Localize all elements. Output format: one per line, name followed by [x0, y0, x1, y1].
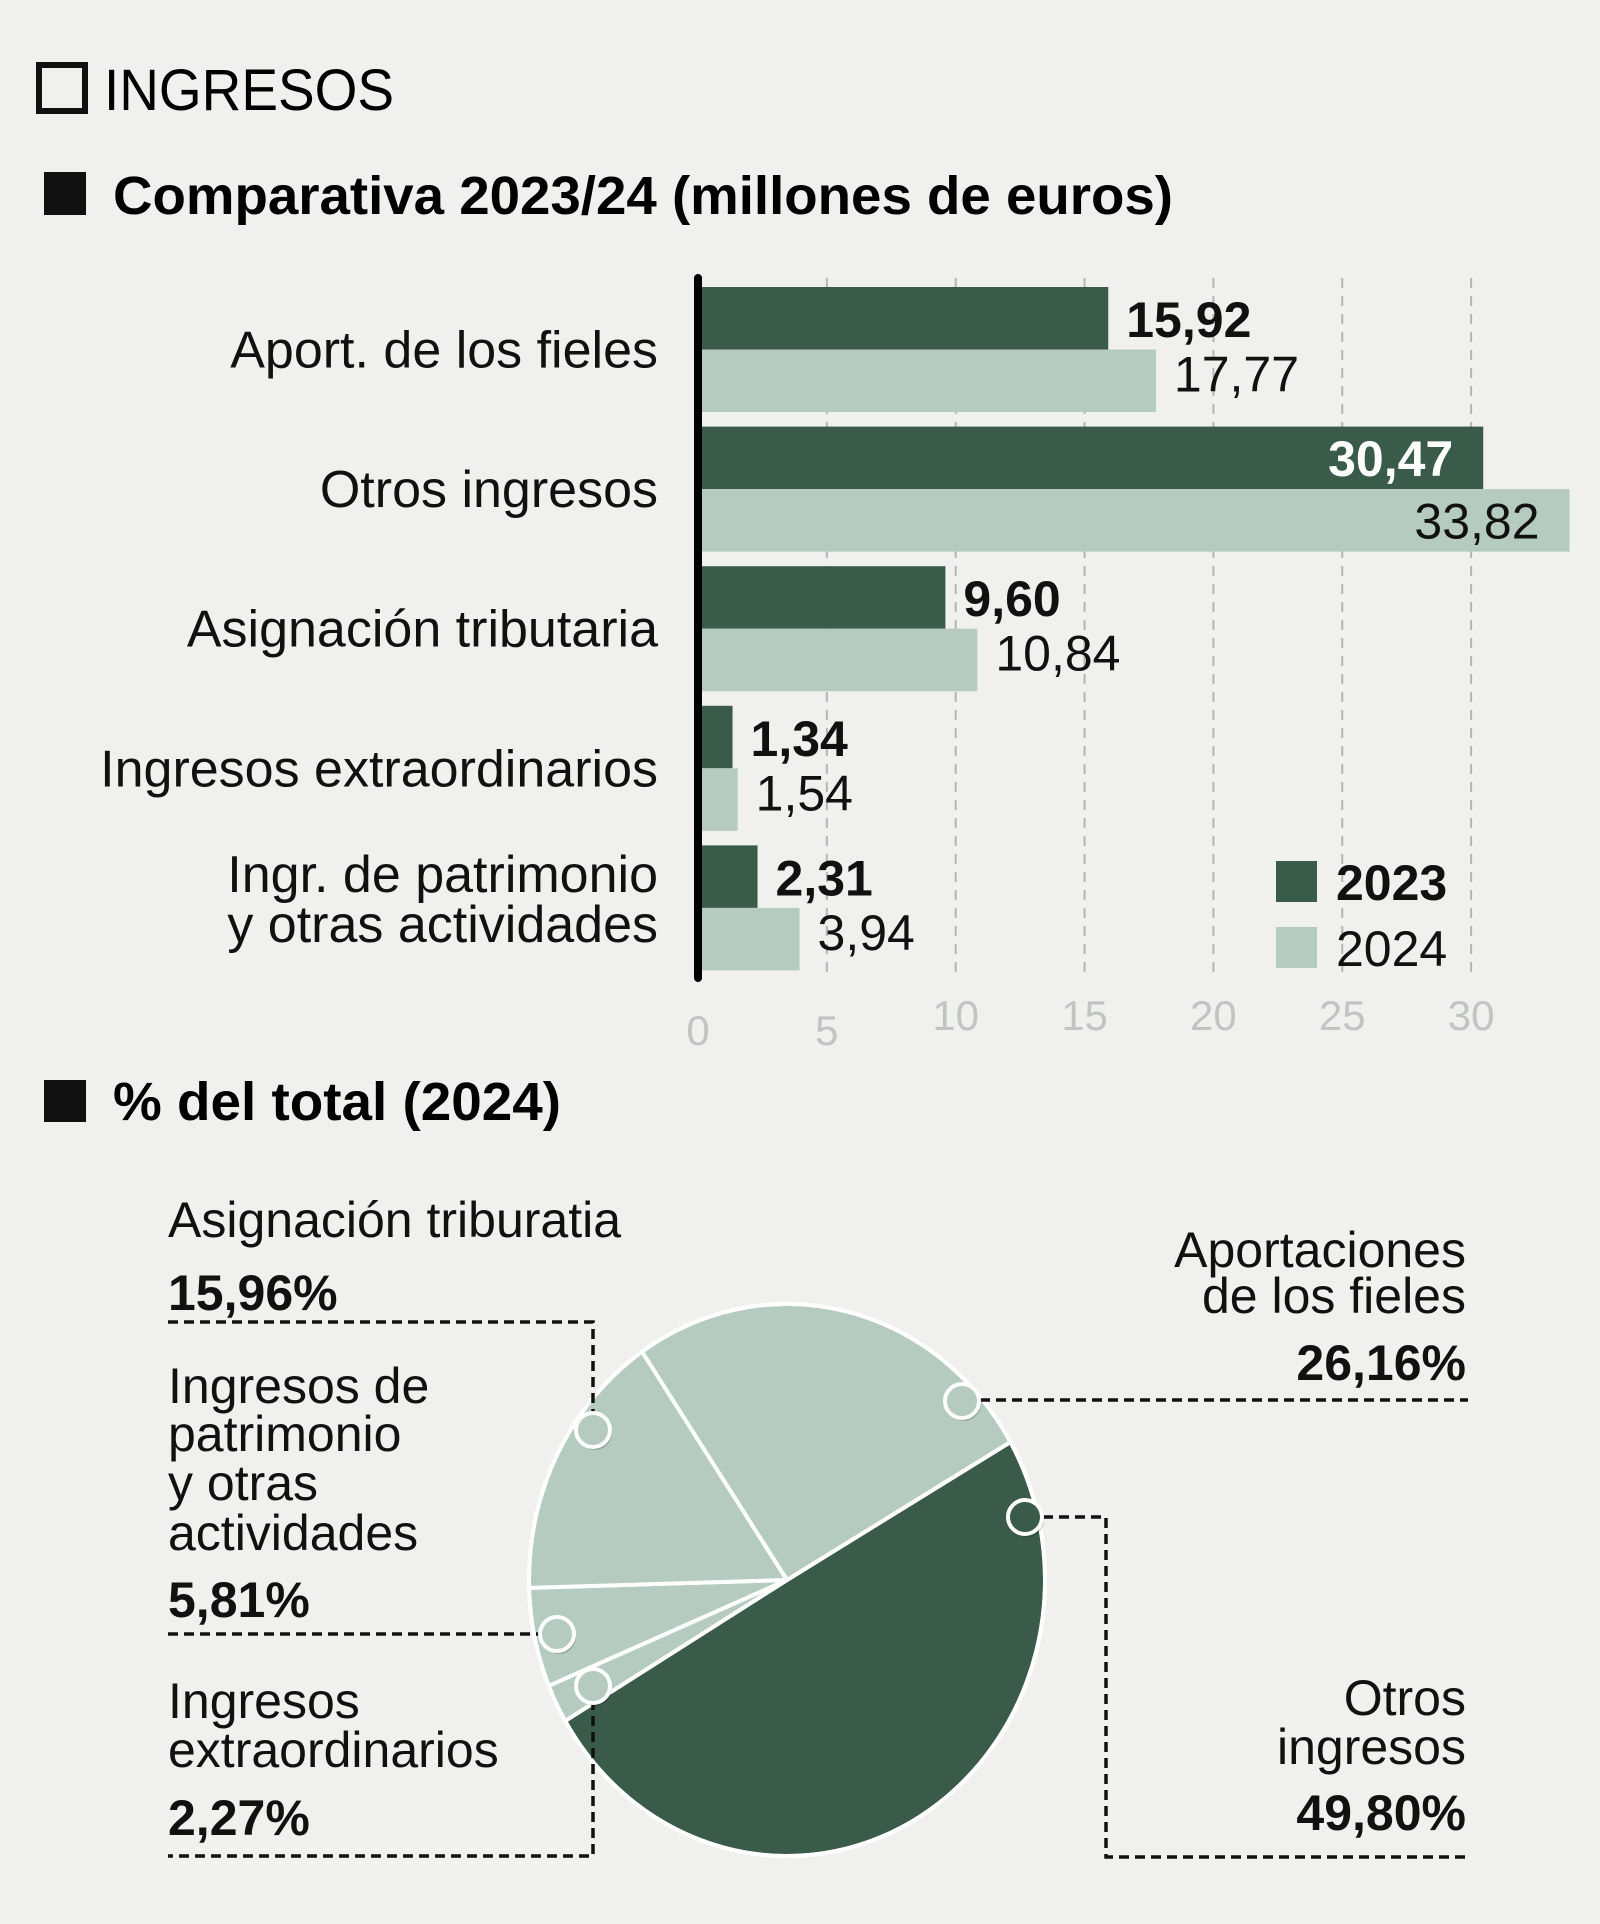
bar-2023 — [702, 705, 733, 769]
callout-name: de los fieles — [1202, 1268, 1466, 1324]
x-tick-label: 10 — [932, 992, 979, 1039]
callout-name: Ingresos — [168, 1673, 360, 1729]
callout-name: actividades — [168, 1505, 418, 1561]
bar-2023 — [702, 287, 1109, 350]
x-tick-label: 0 — [686, 1007, 709, 1054]
category-label: Asignación tributaria — [187, 601, 658, 659]
callout-percent: 15,96% — [168, 1265, 338, 1321]
value-label: 1,34 — [751, 711, 849, 767]
x-tick-label: 5 — [815, 1007, 838, 1054]
callout-name: extraordinarios — [168, 1722, 499, 1778]
bar-chart-title: Comparativa 2023/24 (millones de euros) — [113, 166, 1173, 226]
callout-name: Aportaciones — [1174, 1222, 1466, 1278]
bar-2024 — [702, 907, 800, 971]
bar-2024 — [702, 628, 978, 692]
value-label: 33,82 — [1414, 493, 1539, 549]
value-label: 1,54 — [756, 765, 853, 821]
callout-dot — [538, 1615, 576, 1653]
bar-group: Otros ingresos 30,47 33,82 — [320, 426, 1570, 552]
bar-2024 — [702, 489, 1570, 552]
pie-chart-header: % del total (2024) — [44, 1072, 561, 1132]
bar-2024 — [702, 349, 1156, 412]
legend-label: 2023 — [1336, 855, 1447, 911]
legend-label: 2024 — [1336, 921, 1447, 977]
callout-name: patrimonio — [168, 1406, 401, 1462]
category-label: Aport. de los fieles — [230, 322, 658, 380]
section-title: INGRESOS — [104, 58, 394, 123]
callout-percent: 26,16% — [1296, 1335, 1466, 1391]
callout-dot — [943, 1382, 981, 1420]
bar-2023 — [702, 426, 1484, 490]
callout-name: Asignación triburatia — [168, 1192, 621, 1248]
legend-swatch-2024 — [1276, 927, 1317, 968]
legend: 2023 2024 — [1276, 855, 1447, 977]
callout-name: Ingresos de — [168, 1358, 429, 1414]
pie-chart-title: % del total (2024) — [113, 1072, 561, 1132]
value-label: 9,60 — [963, 571, 1060, 627]
callout-percent: 2,27% — [168, 1790, 310, 1846]
section-header: INGRESOS — [36, 58, 394, 123]
bar-2024 — [702, 768, 738, 831]
value-label: 15,92 — [1126, 292, 1251, 348]
bar-2023 — [702, 566, 946, 629]
x-tick-label: 20 — [1190, 992, 1237, 1039]
callout-dot — [1006, 1498, 1044, 1536]
category-label: Otros ingresos — [320, 461, 658, 519]
callout-percent: 5,81% — [168, 1572, 310, 1628]
value-label: 17,77 — [1174, 347, 1299, 403]
value-label: 3,94 — [818, 905, 915, 961]
category-label: Ingr. de patrimonio — [227, 846, 658, 904]
callout-name: y otras — [168, 1455, 318, 1511]
pie-outline — [527, 1302, 1047, 1858]
filled-square-icon — [44, 1080, 86, 1122]
category-label: y otras actividades — [227, 896, 658, 954]
legend-swatch-2023 — [1276, 861, 1317, 902]
bar-chart-header: Comparativa 2023/24 (millones de euros) — [44, 166, 1173, 226]
bar-group: Ingresos extraordinarios 1,341,54 — [100, 705, 853, 831]
callout-name: Otros — [1344, 1670, 1466, 1726]
callout-label: Asignación triburatia 15,96% — [168, 1192, 621, 1321]
callout-percent: 49,80% — [1296, 1785, 1466, 1841]
x-axis-tick-labels: 0 5 10 15 20 25 30 — [686, 992, 1494, 1054]
filled-square-icon — [44, 172, 86, 215]
value-label: 2,31 — [776, 850, 873, 906]
x-tick-label: 15 — [1061, 992, 1108, 1039]
hollow-square-icon — [36, 62, 88, 114]
value-label: 30,47 — [1328, 431, 1453, 487]
category-label: Ingresos extraordinarios — [100, 740, 658, 798]
value-label: 10,84 — [995, 626, 1120, 682]
callout-dot — [574, 1667, 612, 1705]
x-tick-label: 30 — [1448, 992, 1495, 1039]
bar-2023 — [702, 845, 758, 908]
callout-name: ingresos — [1277, 1719, 1466, 1775]
callout-dot — [574, 1411, 612, 1449]
x-tick-label: 25 — [1319, 992, 1366, 1039]
